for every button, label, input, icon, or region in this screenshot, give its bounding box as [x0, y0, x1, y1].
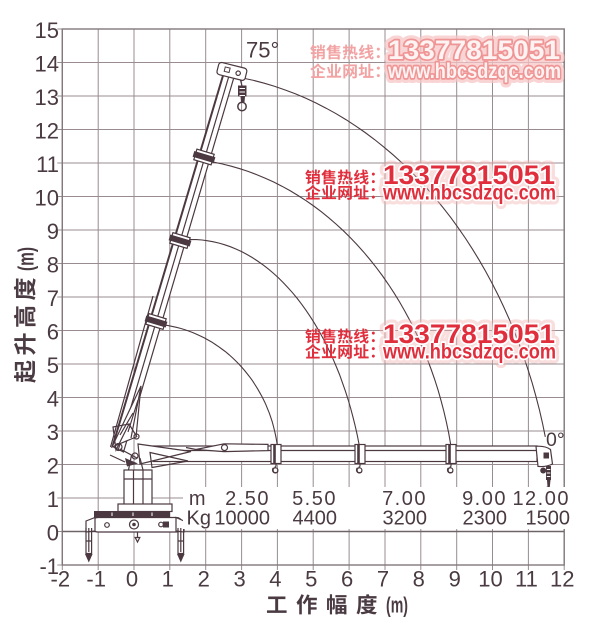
svg-text:13: 13: [35, 85, 59, 110]
svg-text:13377815051: 13377815051: [383, 160, 555, 190]
svg-text:(m): (m): [14, 247, 39, 271]
svg-text:www.hbcsdzqc.com: www.hbcsdzqc.com: [387, 59, 561, 83]
svg-text:3: 3: [233, 567, 245, 592]
svg-text:10: 10: [478, 567, 502, 592]
svg-text:12.00: 12.00: [512, 488, 570, 510]
svg-text:www.hbcsdzqc.com: www.hbcsdzqc.com: [382, 181, 556, 205]
svg-text:15: 15: [35, 18, 59, 43]
svg-text:7: 7: [377, 567, 389, 592]
svg-text:13377815051: 13377815051: [388, 35, 560, 65]
svg-text:0°: 0°: [546, 429, 565, 451]
svg-text:7: 7: [47, 286, 59, 311]
svg-text:www.hbcsdzqc.com: www.hbcsdzqc.com: [382, 340, 556, 364]
svg-text:9.00: 9.00: [462, 488, 507, 510]
svg-text:www.hbcsdzqc.com: www.hbcsdzqc.com: [387, 59, 561, 83]
svg-text:www.hbcsdzqc.com: www.hbcsdzqc.com: [382, 181, 556, 205]
svg-text:2: 2: [47, 454, 59, 479]
svg-text:www.hbcsdzqc.com: www.hbcsdzqc.com: [382, 340, 556, 364]
svg-text:5.50: 5.50: [292, 488, 337, 510]
svg-text:5: 5: [47, 353, 59, 378]
svg-text:www.hbcsdzqc.com: www.hbcsdzqc.com: [382, 181, 556, 205]
svg-text:6: 6: [341, 567, 353, 592]
svg-text:9: 9: [47, 219, 59, 244]
svg-text:13377815051: 13377815051: [388, 35, 560, 65]
svg-text:10: 10: [35, 186, 59, 211]
svg-text:1: 1: [162, 567, 174, 592]
svg-text:4: 4: [269, 567, 281, 592]
svg-text:1: 1: [47, 487, 59, 512]
svg-text:-2: -2: [51, 567, 71, 592]
svg-text:www.hbcsdzqc.com: www.hbcsdzqc.com: [382, 340, 556, 364]
svg-text:14: 14: [35, 52, 59, 77]
svg-text:0: 0: [47, 521, 59, 546]
svg-text:2: 2: [198, 567, 210, 592]
svg-text:6: 6: [47, 320, 59, 345]
svg-text:-1: -1: [39, 554, 59, 579]
svg-text:13377815051: 13377815051: [383, 319, 555, 349]
svg-text:8: 8: [413, 567, 425, 592]
svg-text:13377815051: 13377815051: [388, 35, 560, 65]
svg-text:-1: -1: [86, 567, 106, 592]
svg-text:8: 8: [47, 253, 59, 278]
svg-text:9: 9: [449, 567, 461, 592]
svg-text:7.00: 7.00: [382, 488, 427, 510]
svg-text:0: 0: [126, 567, 138, 592]
svg-text:m: m: [189, 488, 207, 510]
svg-text:Kg: Kg: [187, 508, 211, 530]
svg-text:13377815051: 13377815051: [383, 319, 555, 349]
svg-text:12: 12: [35, 119, 59, 144]
svg-text:www.hbcsdzqc.com: www.hbcsdzqc.com: [387, 59, 561, 83]
svg-text:1500: 1500: [526, 508, 571, 530]
svg-text:3: 3: [47, 420, 59, 445]
svg-text:2300: 2300: [463, 508, 508, 530]
svg-text:10000: 10000: [214, 508, 270, 530]
svg-text:11: 11: [515, 567, 538, 592]
svg-text:12: 12: [550, 567, 574, 592]
svg-text:13377815051: 13377815051: [383, 160, 555, 190]
svg-text:3200: 3200: [383, 508, 428, 530]
svg-text:4400: 4400: [293, 508, 338, 530]
svg-text:4: 4: [47, 387, 59, 412]
svg-text:75°: 75°: [246, 38, 279, 63]
svg-text:5: 5: [305, 567, 317, 592]
svg-text:11: 11: [36, 152, 59, 177]
svg-text:(m): (m): [386, 593, 408, 618]
svg-text:13377815051: 13377815051: [383, 319, 555, 349]
svg-text:13377815051: 13377815051: [383, 160, 555, 190]
svg-text:2.50: 2.50: [225, 488, 270, 510]
